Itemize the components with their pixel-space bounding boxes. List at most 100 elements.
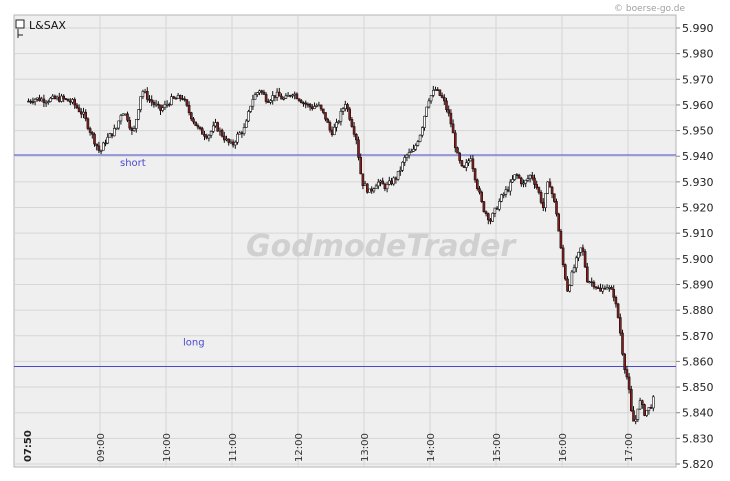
- candle-body: [319, 104, 323, 110]
- candle-body: [148, 99, 151, 101]
- candle-body: [332, 126, 336, 136]
- candle-body: [398, 169, 402, 172]
- candle-body: [97, 145, 101, 151]
- candle-body: [223, 135, 226, 141]
- title-marker-icon: [15, 19, 25, 29]
- candle-body: [396, 171, 400, 180]
- x-tick-label: 15:00: [492, 433, 503, 462]
- candle-body: [405, 154, 409, 158]
- x-tick-label: 16:00: [558, 433, 569, 462]
- candle-body: [69, 100, 72, 103]
- candle-body: [220, 129, 224, 137]
- candle-body: [555, 201, 558, 215]
- candle-body: [310, 106, 314, 109]
- y-tick-labels: 5.820 5.830 5.840 5.850 5.860 5.870 5.880 5.890…: [676, 22, 714, 471]
- candle-body: [464, 162, 468, 168]
- candle-body: [605, 287, 609, 290]
- x-tick-label: 10:00: [162, 433, 173, 462]
- candle-body: [372, 188, 376, 192]
- candle-body: [500, 194, 503, 202]
- candle-body: [515, 174, 519, 176]
- candle-body: [533, 177, 536, 185]
- level-label-long: long: [183, 338, 205, 349]
- candle-body: [288, 95, 292, 97]
- candle-body: [365, 183, 369, 193]
- candle-body: [106, 136, 109, 144]
- y-tick-label: 5.980: [682, 48, 714, 61]
- candle-body: [251, 99, 255, 107]
- candle-body: [209, 131, 213, 136]
- candle-body: [513, 174, 517, 180]
- candle-body: [599, 287, 602, 292]
- candle-body: [610, 287, 613, 290]
- candle-body: [207, 134, 211, 139]
- chart-title-group: L&SAX: [15, 19, 66, 38]
- candle-body: [484, 211, 488, 214]
- candle-body: [374, 185, 378, 190]
- candles: [27, 85, 655, 425]
- candle-body: [592, 281, 596, 288]
- y-tick-label: 5.820: [682, 458, 714, 471]
- candle-body: [104, 142, 107, 145]
- candle-body: [284, 95, 288, 99]
- candle-body: [249, 105, 252, 112]
- candle-body: [629, 389, 633, 412]
- candle-body: [489, 219, 492, 222]
- title-marker-stem: [17, 29, 23, 38]
- candle-body: [519, 177, 523, 185]
- candle-body: [179, 95, 182, 99]
- candle-body: [245, 120, 248, 128]
- candle-body: [236, 133, 239, 143]
- candle-body: [524, 179, 528, 184]
- y-tick-label: 5.860: [682, 355, 714, 368]
- candle-body: [383, 183, 387, 190]
- x-tick-labels: 07:50 09:00 10:00 11:00 12:00 13:00 14:00 15:00…: [23, 430, 635, 462]
- candle-body: [346, 104, 349, 110]
- candle-body: [467, 160, 470, 164]
- candle-body: [258, 90, 261, 94]
- candle-body: [313, 106, 316, 109]
- candle-body: [247, 111, 250, 122]
- candle-body: [86, 118, 90, 129]
- candle-body: [35, 97, 39, 100]
- candle-body: [293, 93, 297, 96]
- candle-body: [436, 89, 440, 91]
- candle-body: [473, 168, 477, 181]
- candle-body: [277, 91, 281, 97]
- candle-body: [621, 332, 624, 355]
- candle-body: [326, 118, 330, 123]
- candle-body: [165, 103, 169, 106]
- candle-body: [429, 95, 433, 102]
- candle-body: [462, 165, 466, 168]
- y-tick-label: 5.850: [682, 381, 714, 394]
- candle-body: [77, 107, 81, 113]
- candle-body: [176, 95, 180, 99]
- candle-body: [537, 187, 541, 193]
- candle-body: [234, 141, 237, 146]
- candle-body: [528, 174, 532, 179]
- y-tick-label: 5.960: [682, 99, 714, 112]
- candle-body: [110, 133, 114, 137]
- x-tick-label: 07:50: [23, 430, 34, 462]
- candle-body: [157, 103, 160, 106]
- candle-body: [416, 141, 420, 146]
- candle-body: [563, 264, 567, 280]
- candle-body: [196, 125, 200, 128]
- candle-body: [242, 127, 246, 134]
- candle-body: [491, 213, 495, 222]
- candle-body: [475, 179, 479, 189]
- candle-body: [645, 410, 649, 416]
- candle-body: [55, 96, 59, 100]
- candle-body: [291, 94, 294, 97]
- candle-body: [187, 105, 191, 113]
- candle-body: [161, 107, 164, 111]
- candle-body: [493, 207, 497, 214]
- candle-body: [546, 181, 550, 194]
- candle-body: [407, 152, 411, 156]
- candle-body: [152, 101, 156, 105]
- candle-body: [231, 141, 235, 146]
- candle-body: [132, 128, 136, 131]
- candle-body: [42, 98, 46, 103]
- candle-body: [141, 91, 145, 97]
